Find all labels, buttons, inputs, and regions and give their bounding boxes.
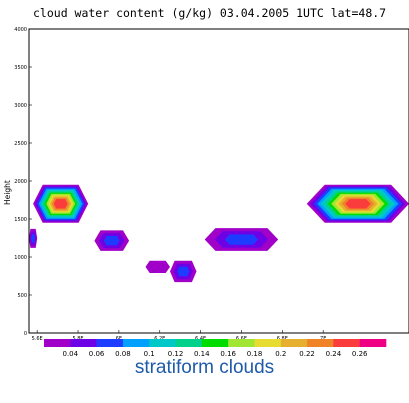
colorbar-box-5 bbox=[149, 339, 176, 347]
y-tick-label-0: 0 bbox=[24, 331, 27, 337]
y-tick-label-2000: 2000 bbox=[14, 179, 27, 185]
contour-cell-6 bbox=[204, 228, 279, 251]
colorbar-box-7 bbox=[201, 339, 229, 347]
colorbar-label-0.06: 0.06 bbox=[89, 350, 105, 358]
colorbar-box-11 bbox=[307, 339, 334, 347]
y-tick-label-3000: 3000 bbox=[14, 103, 27, 109]
y-axis: 0 500 1000 1500 2000 2500 3000 3500 4000 bbox=[14, 27, 32, 337]
y-tick-label-1500: 1500 bbox=[14, 217, 27, 223]
colorbar-box-3 bbox=[96, 339, 124, 347]
colorbar-label-0.2: 0.2 bbox=[275, 350, 286, 358]
contour-cell-4 bbox=[145, 260, 170, 273]
colorbar-box-10 bbox=[280, 339, 308, 347]
colorbar-label-0.08: 0.08 bbox=[115, 350, 131, 358]
contour-band-0.08 bbox=[177, 266, 190, 277]
contour-cells bbox=[29, 184, 409, 283]
colorbar: 0.04 0.06 0.08 0.1 0.12 0.14 0.16 0.18 0.2 0.22 0.… bbox=[44, 339, 387, 358]
colorbar-box-13 bbox=[359, 339, 387, 347]
y-tick-label-4000: 4000 bbox=[14, 27, 27, 33]
colorbar-label-0.16: 0.16 bbox=[220, 350, 236, 358]
colorbar-label-0.1: 0.1 bbox=[144, 350, 155, 358]
colorbar-label-0.22: 0.22 bbox=[299, 350, 315, 358]
y-tick-label-3500: 3500 bbox=[14, 65, 27, 71]
contour-band-0.26 bbox=[53, 199, 68, 209]
contour-cell-1 bbox=[29, 228, 38, 248]
contour-band-0.08 bbox=[103, 236, 120, 246]
contour-cell-2 bbox=[33, 184, 89, 223]
colorbar-box-1 bbox=[44, 339, 71, 347]
contour-cell-5 bbox=[170, 260, 197, 283]
colorbar-label-0.24: 0.24 bbox=[326, 350, 342, 358]
colorbar-label-0.26: 0.26 bbox=[352, 350, 368, 358]
x-tick-label-5.6E: 5.6E bbox=[32, 336, 43, 342]
contour-band-0.26 bbox=[345, 199, 371, 209]
colorbar-label-0.14: 0.14 bbox=[194, 350, 210, 358]
contour-band-0.08 bbox=[224, 234, 259, 245]
y-tick-label-2500: 2500 bbox=[14, 141, 27, 147]
colorbar-box-12 bbox=[333, 339, 360, 347]
contour-cell-3 bbox=[94, 230, 130, 251]
y-axis-label: Height bbox=[3, 180, 12, 205]
colorbar-box-9 bbox=[254, 339, 282, 347]
plot-frame bbox=[28, 28, 409, 334]
chart-title: cloud water content (g/kg) 03.04.2005 1U… bbox=[33, 6, 386, 20]
contour-cell-7 bbox=[306, 184, 409, 223]
y-tick-label-500: 500 bbox=[17, 293, 27, 299]
colorbar-box-8 bbox=[228, 339, 255, 347]
figure-caption: stratiform clouds bbox=[134, 357, 275, 378]
colorbar-box-4 bbox=[122, 339, 150, 347]
colorbar-label-0.12: 0.12 bbox=[168, 350, 184, 358]
colorbar-label-0.04: 0.04 bbox=[63, 350, 79, 358]
contour-band-0.08 bbox=[31, 234, 35, 243]
y-tick-label-1000: 1000 bbox=[14, 255, 27, 261]
contour-band-0.04 bbox=[145, 260, 170, 273]
colorbar-box-2 bbox=[70, 339, 97, 347]
colorbar-box-6 bbox=[175, 339, 203, 347]
colorbar-label-0.18: 0.18 bbox=[247, 350, 263, 358]
